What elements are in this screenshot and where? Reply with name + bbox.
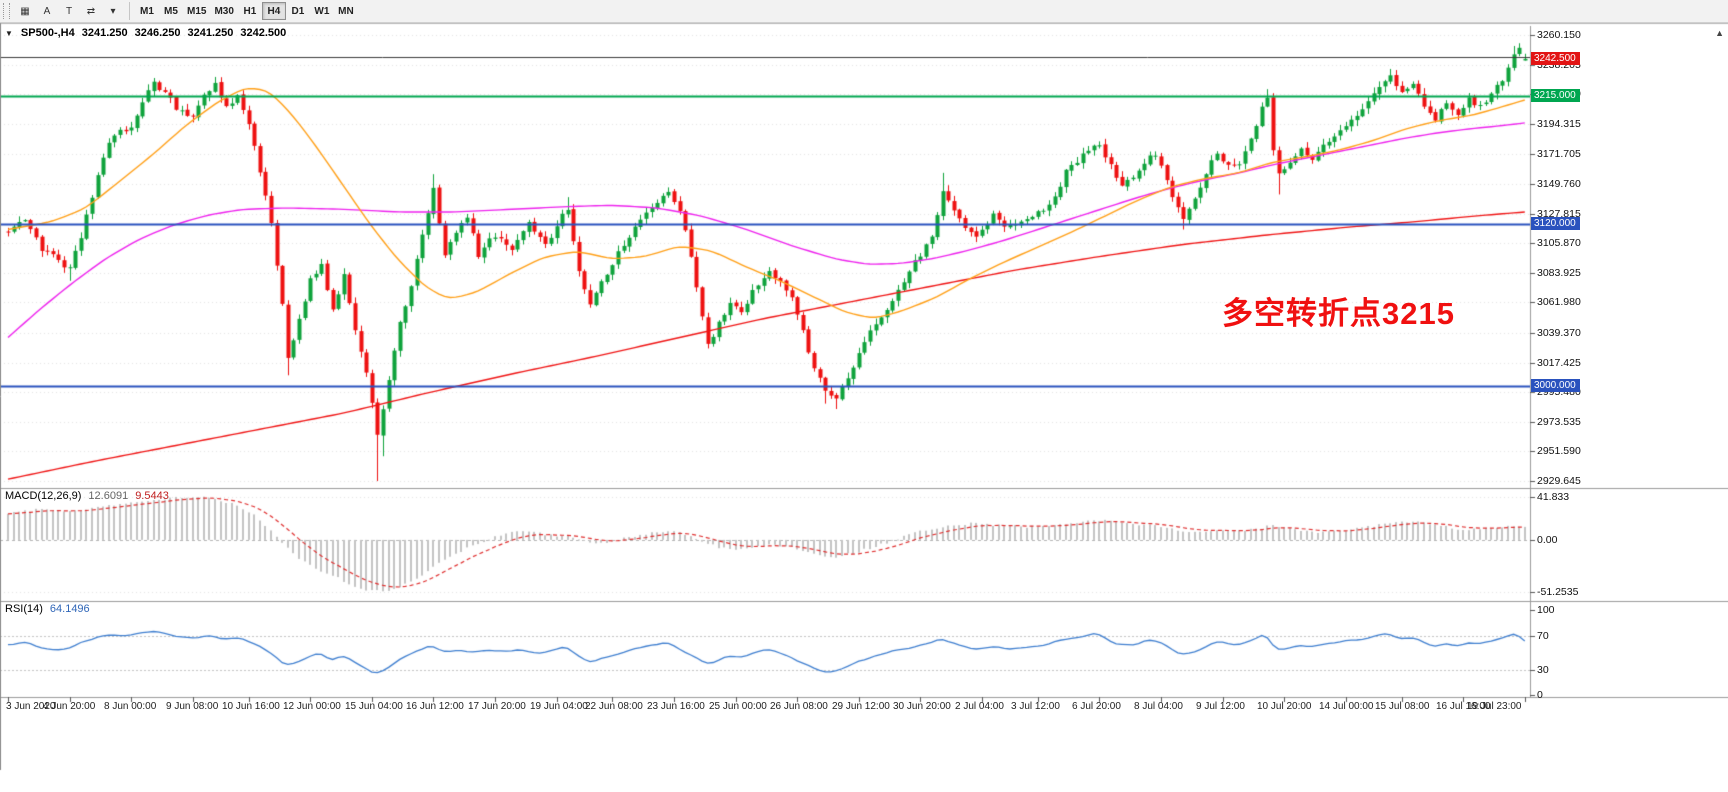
ohlc-close: 3242.500: [240, 27, 287, 39]
time-axis-label: 12 Jun 00:00: [283, 701, 341, 712]
price-axis-label: 3194.315: [1537, 118, 1581, 130]
macd-label: MACD(12,26,9): [5, 490, 82, 502]
ohlc-high: 3246.250: [134, 27, 181, 39]
time-axis-label: 6 Jul 20:00: [1072, 701, 1121, 712]
price-axis-label: 3083.925: [1537, 267, 1581, 279]
time-axis-label: 14 Jul 00:00: [1319, 701, 1374, 712]
toolbar-tools-group: ▦ A T ⇄ ▾: [14, 2, 124, 20]
time-axis-label: 8 Jul 04:00: [1134, 701, 1183, 712]
price-axis-label: 3149.760: [1537, 178, 1581, 190]
timeframe-buttons-group: M1 M5 M15 M30 H1 H4 D1 W1 MN: [135, 2, 358, 20]
time-axis-label: 4 Jun 20:00: [43, 701, 96, 712]
time-axis-label: 9 Jul 12:00: [1196, 701, 1245, 712]
macd-main-value: 12.6091: [88, 490, 129, 502]
time-axis-label: 3 Jul 12:00: [1011, 701, 1060, 712]
time-axis-label: 3 Jun 2020: [6, 701, 56, 712]
timeframe-button-m30[interactable]: M30: [210, 2, 237, 20]
time-axis-label: 22 Jun 08:00: [585, 701, 643, 712]
price-axis-label: 2929.645: [1537, 475, 1581, 487]
macd-axis-label: -51.2535: [1537, 586, 1579, 598]
time-axis-label: 30 Jun 20:00: [893, 701, 951, 712]
arrows-tool-icon[interactable]: ⇄: [80, 2, 102, 20]
rsi-label: RSI(14): [5, 603, 43, 615]
macd-signal-value: 9.5443: [135, 490, 169, 502]
time-axis-label: 29 Jun 12:00: [832, 701, 890, 712]
macd-axis-label: 41.833: [1537, 491, 1570, 503]
timeframe-button-m1[interactable]: M1: [135, 2, 159, 20]
price-axis-label: 3061.980: [1537, 296, 1581, 308]
timeframe-button-d1[interactable]: D1: [286, 2, 310, 20]
time-axis-label: 16 Jul 16:00: [1436, 701, 1491, 712]
rsi-axis-label: 30: [1537, 664, 1549, 676]
time-axis-label: 23 Jun 16:00: [647, 701, 705, 712]
main-pane-header: ▼ SP500-,H4 3241.250 3246.250 3241.250 3…: [5, 27, 286, 39]
rsi-axis-label: 70: [1537, 630, 1549, 642]
price-axis-label: 3171.705: [1537, 148, 1581, 160]
price-axis-label: 3260.150: [1537, 29, 1581, 41]
chart-scroll-marker[interactable]: ▲: [1715, 28, 1724, 38]
rsi-value: 64.1496: [49, 603, 90, 615]
price-axis-label: 2951.590: [1537, 445, 1581, 457]
time-axis-label: 10 Jul 20:00: [1257, 701, 1312, 712]
timeframe-button-mn[interactable]: MN: [334, 2, 358, 20]
toolbar: ▦ A T ⇄ ▾ M1 M5 M15 M30 H1 H4 D1 W1 MN: [0, 0, 1728, 23]
price-axis-label: 2973.535: [1537, 416, 1581, 428]
ohlc-open: 3241.250: [81, 27, 128, 39]
time-axis-label: 9 Jun 08:00: [166, 701, 219, 712]
price-tag: 3120.000: [1531, 217, 1580, 230]
chart-annotation-text: 多空转折点3215: [1222, 296, 1455, 331]
price-axis-label: 3039.370: [1537, 327, 1581, 339]
ohlc-low: 3241.250: [187, 27, 234, 39]
time-axis-label: 10 Jun 16:00: [222, 701, 280, 712]
time-axis-label: 15 Jul 08:00: [1375, 701, 1430, 712]
time-axis-label: 16 Jun 12:00: [406, 701, 464, 712]
rsi-axis-label: 0: [1537, 689, 1543, 701]
timeframe-button-h4[interactable]: H4: [261, 2, 286, 20]
time-axis-label: 15 Jun 04:00: [345, 701, 403, 712]
timeframe-button-h1[interactable]: H1: [238, 2, 262, 20]
timeframe-button-m15[interactable]: M15: [183, 2, 210, 20]
chart-objects-icon[interactable]: ▦: [14, 2, 36, 20]
price-tag: 3215.000: [1531, 89, 1580, 102]
price-axis-label: 3105.870: [1537, 237, 1581, 249]
price-tag: 3242.500: [1531, 52, 1580, 65]
price-axis-label: 3017.425: [1537, 357, 1581, 369]
macd-pane-header: MACD(12,26,9) 12.6091 9.5443: [5, 490, 169, 502]
symbol-dropdown-icon[interactable]: ▼: [5, 29, 13, 38]
text-tool-icon[interactable]: A: [36, 2, 58, 20]
rsi-pane-header: RSI(14) 64.1496: [5, 603, 90, 615]
time-axis-label: 19 Jul 23:00: [1467, 701, 1522, 712]
macd-axis-label: 0.00: [1537, 534, 1558, 546]
time-axis-label: 25 Jun 00:00: [709, 701, 767, 712]
tools-dropdown-caret[interactable]: ▾: [102, 2, 124, 20]
time-axis-label: 2 Jul 04:00: [955, 701, 1004, 712]
toolbar-separator: [129, 2, 130, 20]
time-axis-label: 8 Jun 00:00: [104, 701, 157, 712]
time-axis-label: 19 Jun 04:00: [530, 701, 588, 712]
time-axis-label: 26 Jun 08:00: [770, 701, 828, 712]
label-tool-icon[interactable]: T: [58, 2, 80, 20]
toolbar-grip[interactable]: [3, 3, 10, 19]
timeframe-button-m5[interactable]: M5: [159, 2, 183, 20]
timeframe-button-w1[interactable]: W1: [310, 2, 334, 20]
symbol-title: SP500-,H4: [20, 27, 75, 39]
price-tag: 3000.000: [1531, 379, 1580, 392]
time-axis-label: 17 Jun 20:00: [468, 701, 526, 712]
rsi-axis-label: 100: [1537, 604, 1555, 616]
